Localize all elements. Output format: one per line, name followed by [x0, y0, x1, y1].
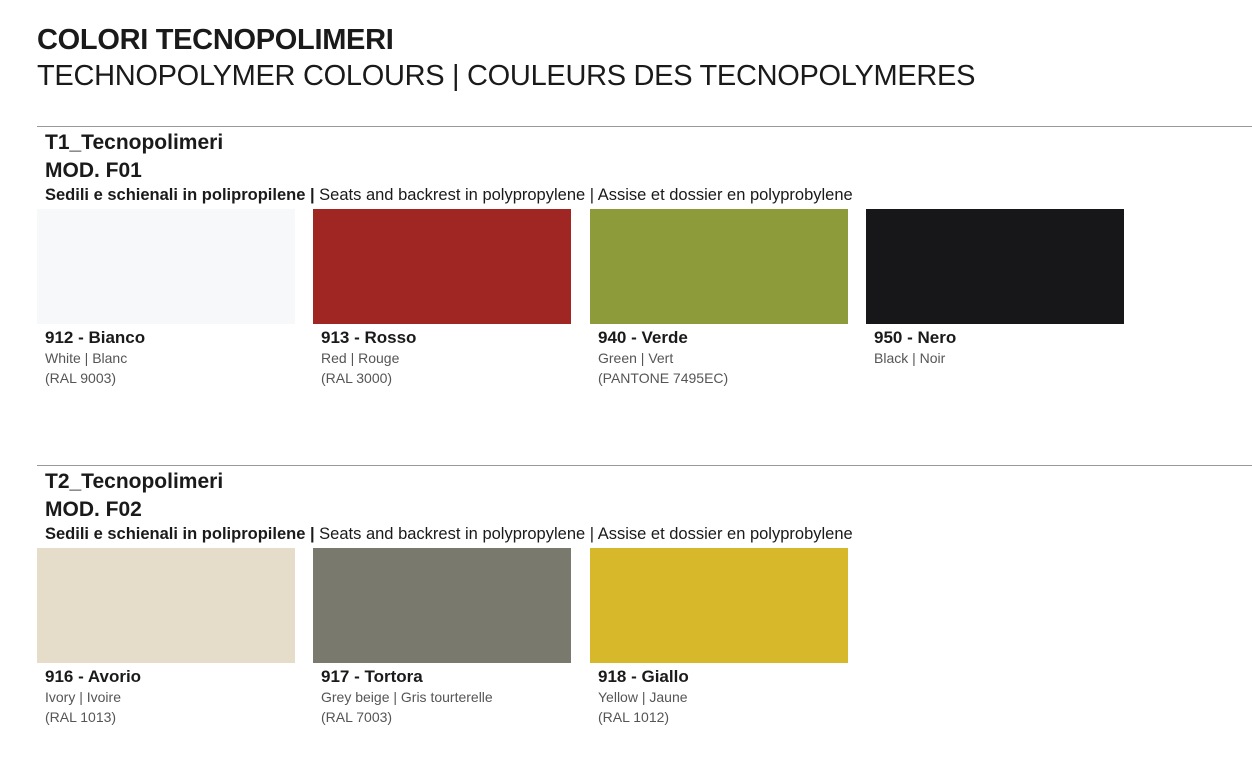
section-model: MOD. F01: [45, 159, 142, 182]
color-swatch: [866, 209, 1124, 324]
swatch-label: 940 - Verde Green | Vert (PANTONE 7495EC…: [590, 328, 848, 388]
color-names: Ivory | Ivoire: [45, 689, 121, 705]
color-names: White | Blanc: [45, 350, 128, 366]
color-names: Yellow | Jaune: [598, 689, 688, 705]
color-reference: (RAL 7003): [321, 709, 393, 725]
swatch-label: 912 - Bianco White | Blanc (RAL 9003): [37, 328, 295, 388]
section-description: Sedili e schienali in polipropilene | Se…: [45, 186, 853, 205]
color-names: Red | Rouge: [321, 350, 400, 366]
description-translations: Seats and backrest in polypropylene | As…: [314, 525, 853, 543]
description-italian: Sedili e schienali in polipropilene |: [45, 186, 315, 204]
color-swatch: [313, 209, 571, 324]
description-italian: Sedili e schienali in polipropilene |: [45, 525, 315, 543]
color-names: Grey beige | Gris tourterelle: [321, 689, 493, 705]
swatch-label: 913 - Rosso Red | Rouge (RAL 3000): [313, 328, 571, 388]
divider: [37, 126, 1252, 127]
swatch-label: 917 - Tortora Grey beige | Gris tourtere…: [313, 667, 571, 727]
color-reference: (RAL 3000): [321, 370, 393, 386]
color-reference: (RAL 1013): [45, 709, 117, 725]
color-swatch: [590, 548, 848, 663]
color-reference: (PANTONE 7495EC): [598, 370, 729, 386]
page-title: COLORI TECNOPOLIMERI: [37, 24, 394, 56]
color-names: Black | Noir: [874, 350, 946, 366]
color-swatch: [37, 209, 295, 324]
color-code: 918 - Giallo: [598, 667, 689, 686]
color-code: 940 - Verde: [598, 328, 688, 347]
color-swatch: [590, 209, 848, 324]
section-model: MOD. F02: [45, 498, 142, 521]
color-swatch: [313, 548, 571, 663]
description-translations: Seats and backrest in polypropylene | As…: [314, 186, 853, 204]
color-swatch: [37, 548, 295, 663]
section-description: Sedili e schienali in polipropilene | Se…: [45, 525, 853, 544]
section-title: T2_Tecnopolimeri: [45, 470, 224, 493]
section-title: T1_Tecnopolimeri: [45, 131, 224, 154]
swatch-label: 916 - Avorio Ivory | Ivoire (RAL 1013): [37, 667, 295, 727]
page-subtitle: TECHNOPOLYMER COLOURS | COULEURS DES TEC…: [37, 60, 976, 92]
color-code: 917 - Tortora: [321, 667, 423, 686]
color-reference: (RAL 1012): [598, 709, 670, 725]
divider: [37, 465, 1252, 466]
color-code: 916 - Avorio: [45, 667, 142, 686]
swatch-label: 950 - Nero Black | Noir: [866, 328, 1124, 368]
color-reference: (RAL 9003): [45, 370, 117, 386]
color-names: Green | Vert: [598, 350, 674, 366]
color-code: 912 - Bianco: [45, 328, 146, 347]
color-code: 950 - Nero: [874, 328, 957, 347]
color-code: 913 - Rosso: [321, 328, 417, 347]
swatch-label: 918 - Giallo Yellow | Jaune (RAL 1012): [590, 667, 848, 727]
